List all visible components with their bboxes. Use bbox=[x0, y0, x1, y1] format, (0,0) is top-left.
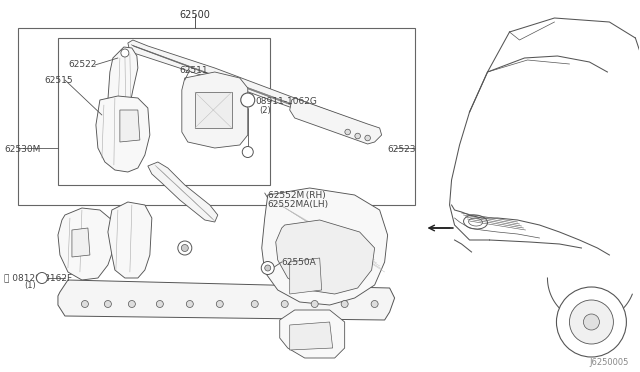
Text: 62552MA(LH): 62552MA(LH) bbox=[268, 200, 329, 209]
Circle shape bbox=[121, 49, 129, 57]
Circle shape bbox=[243, 147, 253, 157]
Text: Ⓑ 08120-8162F: Ⓑ 08120-8162F bbox=[4, 273, 72, 282]
Circle shape bbox=[181, 244, 188, 251]
Circle shape bbox=[186, 301, 193, 308]
Circle shape bbox=[216, 301, 223, 308]
Circle shape bbox=[570, 300, 613, 344]
Polygon shape bbox=[290, 322, 333, 350]
Polygon shape bbox=[128, 40, 370, 136]
Polygon shape bbox=[290, 98, 381, 144]
Text: 08911-1062G: 08911-1062G bbox=[256, 97, 317, 106]
Text: (1): (1) bbox=[24, 281, 36, 290]
Polygon shape bbox=[290, 258, 322, 294]
Text: 62511: 62511 bbox=[180, 66, 209, 75]
Text: 62523: 62523 bbox=[388, 145, 416, 154]
Polygon shape bbox=[96, 96, 150, 172]
Circle shape bbox=[355, 133, 360, 139]
Polygon shape bbox=[280, 310, 345, 358]
Polygon shape bbox=[262, 188, 388, 305]
Circle shape bbox=[156, 301, 163, 308]
Text: 62500: 62500 bbox=[179, 10, 211, 20]
Circle shape bbox=[104, 301, 111, 308]
Circle shape bbox=[261, 262, 274, 275]
Polygon shape bbox=[195, 92, 232, 128]
Circle shape bbox=[178, 241, 192, 255]
Circle shape bbox=[584, 314, 600, 330]
Polygon shape bbox=[182, 72, 248, 148]
Polygon shape bbox=[276, 220, 374, 294]
Circle shape bbox=[371, 301, 378, 308]
Polygon shape bbox=[120, 110, 140, 142]
Bar bbox=[58, 38, 269, 185]
Bar bbox=[18, 28, 415, 205]
Circle shape bbox=[281, 301, 288, 308]
Text: 62530M: 62530M bbox=[4, 145, 40, 154]
Circle shape bbox=[365, 135, 371, 141]
Circle shape bbox=[252, 301, 259, 308]
Circle shape bbox=[36, 273, 47, 283]
Polygon shape bbox=[58, 208, 115, 280]
Circle shape bbox=[81, 301, 88, 308]
Polygon shape bbox=[58, 280, 395, 320]
Polygon shape bbox=[148, 162, 218, 222]
Circle shape bbox=[556, 287, 627, 357]
Circle shape bbox=[311, 301, 318, 308]
Text: 62522: 62522 bbox=[68, 60, 96, 69]
Polygon shape bbox=[72, 228, 90, 257]
Text: J6250005: J6250005 bbox=[589, 358, 628, 367]
Circle shape bbox=[265, 265, 271, 271]
Polygon shape bbox=[108, 47, 138, 129]
Text: (2): (2) bbox=[260, 106, 271, 115]
Text: N: N bbox=[245, 96, 251, 105]
Circle shape bbox=[341, 301, 348, 308]
Text: 62515: 62515 bbox=[44, 76, 72, 85]
Text: 62552M (RH): 62552M (RH) bbox=[268, 191, 326, 200]
Circle shape bbox=[345, 129, 351, 135]
Circle shape bbox=[129, 301, 136, 308]
Polygon shape bbox=[108, 202, 152, 278]
Text: 62550A: 62550A bbox=[282, 258, 316, 267]
Circle shape bbox=[241, 93, 255, 107]
